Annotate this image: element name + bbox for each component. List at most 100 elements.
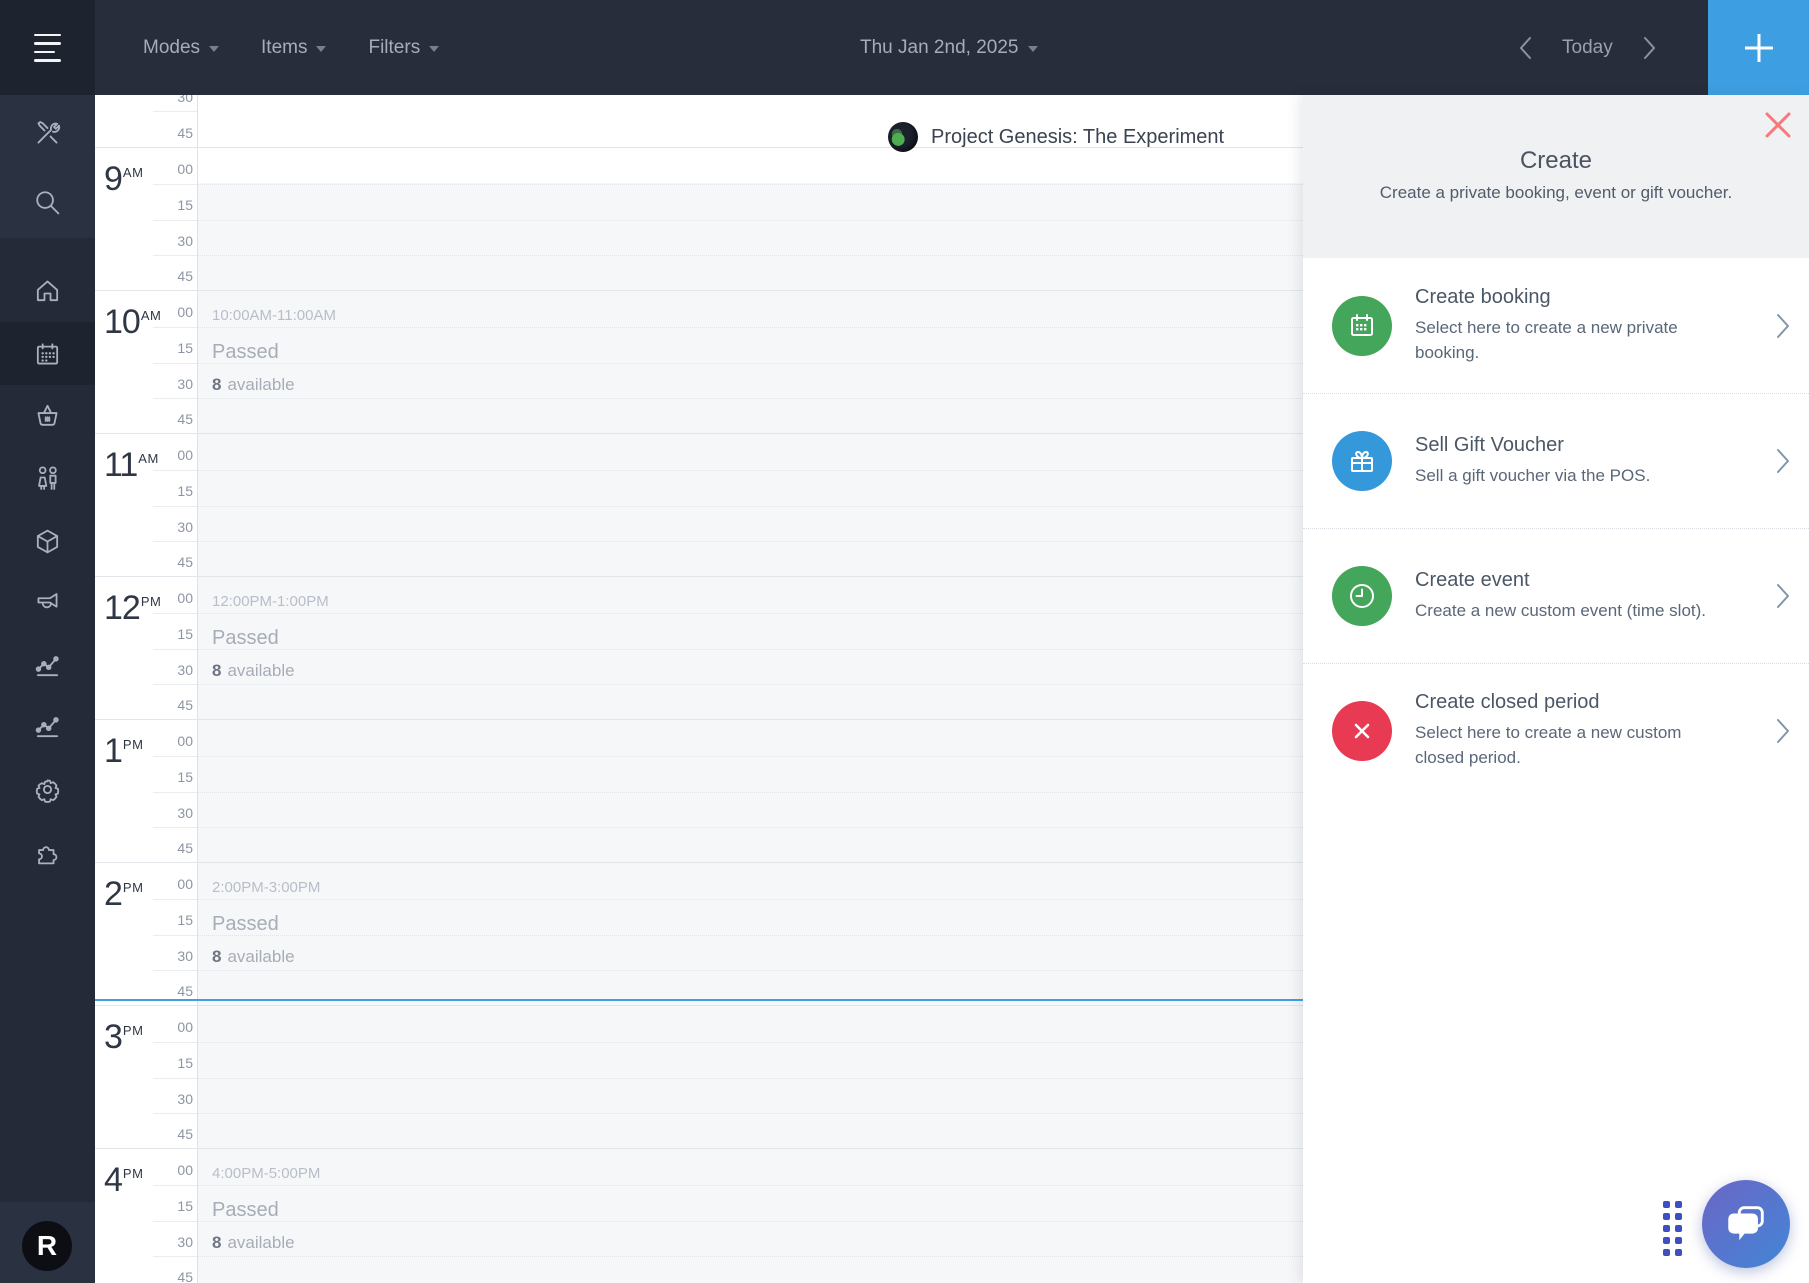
create-event-option[interactable]: Create event Create a new custom event (… <box>1303 528 1809 663</box>
sidebar-item-home[interactable] <box>33 276 62 305</box>
sidebar-item-settings[interactable] <box>33 775 62 804</box>
time-cell[interactable]: 00 <box>177 161 193 177</box>
menu-button[interactable] <box>0 0 95 95</box>
time-cell[interactable]: 00 <box>177 304 193 320</box>
line-chart-icon <box>35 656 59 677</box>
time-cell[interactable]: 15 <box>153 898 1809 935</box>
sidebar-item-tools[interactable] <box>33 119 62 148</box>
time-cell[interactable]: 00 <box>177 447 193 463</box>
slot-status: Passed <box>212 627 279 649</box>
create-panel-header: Create Create a private booking, event o… <box>1303 95 1809 258</box>
event-slot-4pm[interactable]: 4:00PM-5:00PM Passed 8 available <box>212 1149 612 1283</box>
grid-gutter-border <box>197 95 198 1283</box>
event-slot-2pm[interactable]: 2:00PM-3:00PM Passed 8 available <box>212 863 612 1006</box>
minute-label: 30 <box>177 95 193 105</box>
time-cell[interactable]: 45 <box>153 827 1809 863</box>
event-slot-12pm[interactable]: 12:00PM-1:00PM Passed 8 available <box>212 577 612 720</box>
plus-icon <box>1744 33 1773 62</box>
create-closed-period-option[interactable]: Create closed period Select here to crea… <box>1303 663 1809 798</box>
time-cell[interactable]: 15 <box>153 326 1809 363</box>
chat-icon <box>1728 1206 1764 1241</box>
sidebar-item-marketing[interactable] <box>33 588 62 617</box>
time-cell[interactable]: 30 <box>153 791 1809 828</box>
time-cell[interactable]: 45 <box>153 255 1809 291</box>
time-cell[interactable]: 00 <box>177 876 193 892</box>
time-cell[interactable]: 00 <box>177 1162 193 1178</box>
booking-calendar-icon <box>1332 295 1392 356</box>
event-column-header[interactable]: Project Genesis: The Experiment <box>888 122 1224 152</box>
create-button[interactable] <box>1708 0 1809 95</box>
slot-status: Passed <box>212 913 279 935</box>
time-cell[interactable]: 15 <box>153 1184 1809 1221</box>
time-cell[interactable]: 30 <box>153 219 1809 256</box>
slot-availability: 8 available <box>212 1233 295 1252</box>
time-cell[interactable]: 45 <box>153 1113 1809 1149</box>
chevron-right-icon <box>1771 312 1795 340</box>
create-booking-option[interactable]: Create booking Select here to create a n… <box>1303 258 1809 393</box>
date-picker[interactable]: Thu Jan 2nd, 2025 <box>860 0 1039 95</box>
panel-subtitle: Create a private booking, event or gift … <box>1379 183 1733 202</box>
time-cell[interactable]: 45 <box>153 970 1809 1006</box>
menu-filters[interactable]: Filters <box>368 37 440 59</box>
chevron-down-icon <box>429 45 440 52</box>
time-cell[interactable]: 00 <box>177 733 193 749</box>
sidebar-item-customers[interactable] <box>33 463 62 492</box>
sidebar-item-search[interactable] <box>33 188 62 217</box>
sidebar-item-reports[interactable] <box>33 651 62 680</box>
menu-items[interactable]: Items <box>261 37 327 59</box>
slot-status: Passed <box>212 341 279 363</box>
option-description: Create a new custom event (time slot). <box>1415 600 1707 620</box>
time-cell[interactable]: 30 <box>153 934 1809 971</box>
option-title: Create booking <box>1415 285 1551 308</box>
time-cell[interactable]: 45 <box>153 684 1809 720</box>
gear-icon <box>35 779 60 803</box>
time-cell[interactable]: 15 <box>153 469 1809 506</box>
next-day-button[interactable] <box>1637 31 1663 65</box>
time-cell[interactable]: 15 <box>153 755 1809 792</box>
today-button[interactable]: Today <box>1562 36 1613 58</box>
hour-row-12pm: 12 PM 00 15 30 45 12:00PM-1:00PM Passed 8… <box>95 576 1809 719</box>
time-cell[interactable]: 45 <box>153 541 1809 577</box>
event-slot-10am[interactable]: 10:00AM-11:00AM Passed 8 available <box>212 291 612 434</box>
event-avatar <box>888 122 918 152</box>
sidebar-item-products[interactable] <box>33 527 62 556</box>
time-cell[interactable]: 15 <box>153 1041 1809 1078</box>
time-cell[interactable]: 15 <box>153 612 1809 649</box>
time-cell[interactable]: 30 <box>153 648 1809 685</box>
sidebar-item-integrations[interactable] <box>33 838 62 867</box>
time-cell[interactable]: 00 <box>177 1019 193 1035</box>
time-cell[interactable]: 30 <box>153 505 1809 542</box>
basket-icon <box>37 404 58 426</box>
gift-icon <box>1332 431 1392 491</box>
close-button[interactable] <box>1761 108 1795 142</box>
time-cell[interactable]: 30 <box>153 362 1809 399</box>
menu-modes[interactable]: Modes <box>143 36 220 59</box>
time-cell[interactable]: 30 <box>153 1077 1809 1114</box>
sidebar-utility-section <box>0 95 95 238</box>
slot-availability: 8 available <box>212 947 295 966</box>
time-cell[interactable]: 45 <box>153 1256 1809 1283</box>
close-icon <box>1765 112 1791 138</box>
search-icon <box>36 191 60 215</box>
time-cell[interactable]: 30 <box>153 1220 1809 1257</box>
widget-drag-handle[interactable] <box>1663 1201 1682 1256</box>
option-text: Create closed period Select here to crea… <box>1415 691 1715 770</box>
panel-title: Create <box>1519 147 1593 174</box>
prev-day-button[interactable] <box>1512 31 1538 65</box>
hour-label: 9 AM <box>104 160 144 198</box>
sell-gift-voucher-option[interactable]: Sell Gift Voucher Sell a gift voucher vi… <box>1303 393 1809 528</box>
time-cell[interactable]: 45 <box>153 398 1809 434</box>
chevron-right-icon <box>1771 582 1795 610</box>
hour-row-2pm: 2 PM 00 15 30 45 2:00PM-3:00PM Passed 8 av… <box>95 862 1809 1005</box>
time-cell[interactable]: 15 <box>153 183 1809 220</box>
hamburger-icon <box>34 33 61 62</box>
sidebar-item-pos[interactable] <box>33 401 62 430</box>
chat-widget-button[interactable] <box>1702 1180 1790 1268</box>
calendar-icon <box>36 343 59 365</box>
clock-icon <box>1332 566 1392 626</box>
menu-modes-label: Modes <box>143 36 201 58</box>
brand-logo: R <box>22 1221 72 1271</box>
time-cell[interactable]: 00 <box>177 590 193 606</box>
sidebar-item-analytics[interactable] <box>33 712 62 741</box>
sidebar-item-calendar[interactable] <box>33 340 62 369</box>
